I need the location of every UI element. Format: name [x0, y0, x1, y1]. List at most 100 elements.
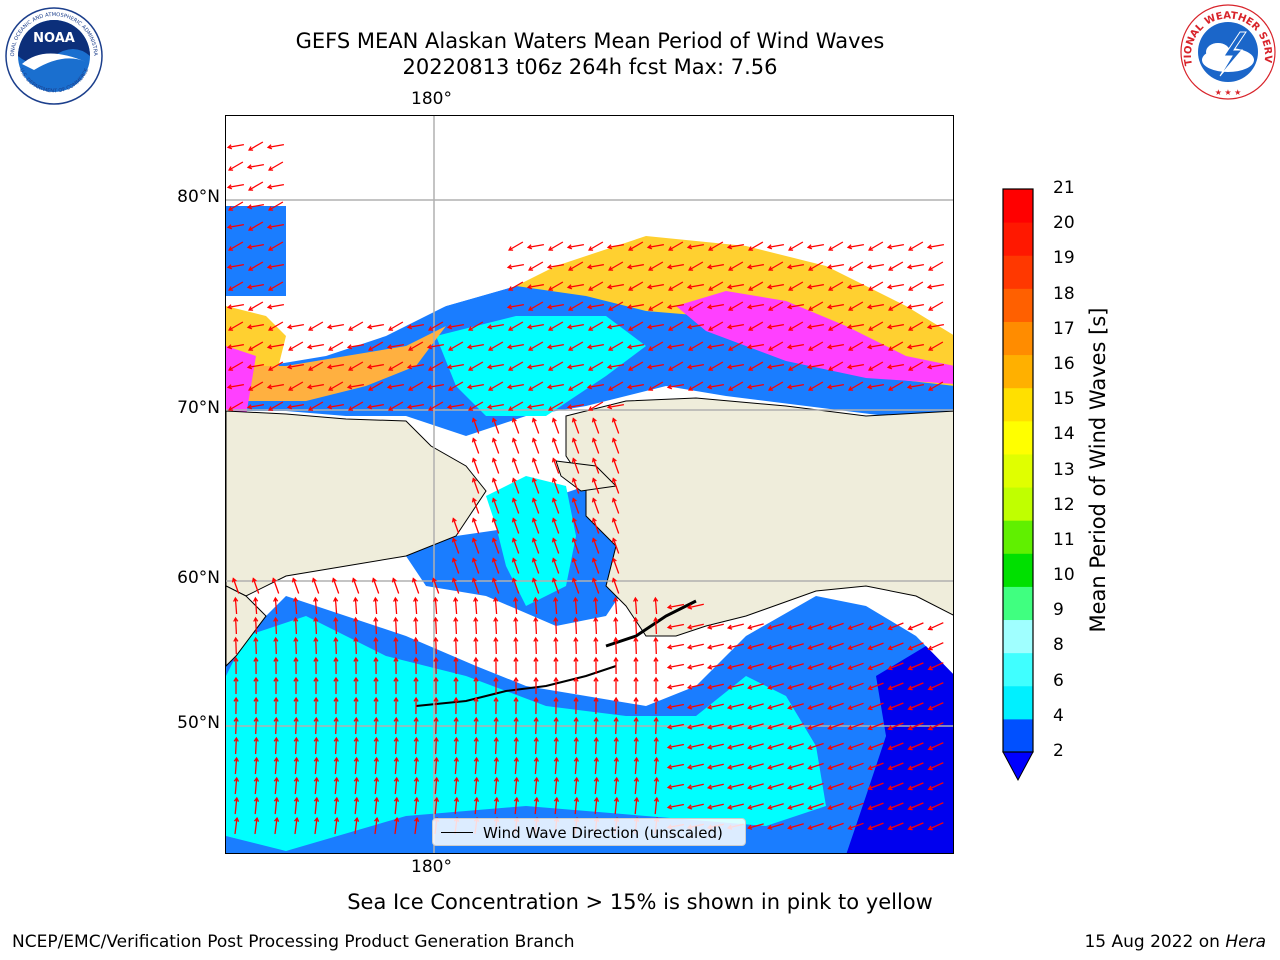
wind-arrow — [394, 818, 398, 834]
wind-arrow-head — [333, 756, 339, 762]
wind-arrow — [788, 623, 804, 629]
wind-arrow-head — [446, 364, 453, 370]
wind-arrow-head — [887, 825, 893, 831]
wind-arrow-head — [333, 636, 339, 642]
wind-arrow — [687, 363, 705, 369]
wind-arrow — [594, 617, 598, 635]
wind-arrow-head — [253, 716, 259, 722]
wind-arrow-head — [593, 796, 600, 802]
wind-arrow — [614, 757, 618, 775]
wind-arrow-head — [747, 764, 753, 770]
wind-arrow-head — [253, 756, 259, 762]
wind-arrow-head — [533, 736, 539, 742]
wind-arrow — [747, 343, 765, 349]
wind-arrow-head — [233, 796, 240, 802]
wind-arrow — [928, 341, 944, 351]
wind-arrow-head — [646, 364, 653, 370]
wind-arrow — [908, 662, 924, 670]
wind-arrow-head — [268, 406, 274, 411]
wind-arrow — [387, 383, 405, 389]
wind-arrow-head — [486, 404, 493, 410]
wind-arrow — [272, 578, 280, 594]
wind-arrow — [367, 323, 385, 329]
wind-arrow-head — [226, 224, 233, 230]
wind-arrow — [748, 643, 764, 649]
wind-arrow-head — [313, 616, 319, 622]
wind-arrow-head — [768, 306, 774, 311]
wind-arrow — [614, 737, 618, 755]
wind-arrow-head — [568, 386, 574, 391]
wind-arrow — [507, 303, 525, 309]
wind-arrow — [788, 823, 804, 829]
wind-arrow — [828, 622, 844, 630]
svg-text:★ ★ ★: ★ ★ ★ — [1215, 88, 1242, 97]
colorbar-segment — [1003, 189, 1033, 223]
wind-arrow — [592, 438, 600, 454]
wind-arrow-head — [571, 577, 577, 583]
wind-arrow — [788, 281, 804, 291]
wind-arrow-head — [408, 386, 414, 391]
wind-arrow-head — [413, 656, 419, 662]
wind-arrow-head — [446, 404, 453, 410]
wind-arrow-head — [386, 344, 393, 350]
wind-arrow-head — [666, 804, 673, 810]
wind-arrow — [808, 341, 824, 351]
wind-arrow-head — [493, 656, 499, 662]
wind-arrow — [454, 777, 458, 795]
wind-arrow-head — [308, 326, 314, 331]
chart-title: GEFS MEAN Alaskan Waters Mean Period of … — [295, 29, 885, 53]
wind-arrow-head — [767, 624, 773, 630]
wind-arrow-head — [248, 266, 254, 271]
wind-arrow — [314, 617, 318, 635]
wind-arrow-head — [588, 366, 594, 371]
wind-arrow-head — [633, 716, 639, 722]
wind-arrow — [928, 622, 944, 630]
wind-arrow — [808, 301, 824, 311]
wind-arrow-head — [653, 776, 660, 782]
wind-arrow-head — [268, 366, 274, 371]
wind-arrow — [928, 762, 944, 770]
wind-arrow — [292, 578, 300, 594]
wind-arrow — [454, 737, 458, 755]
wind-arrow — [768, 261, 784, 271]
wind-arrow — [647, 283, 665, 289]
wind-arrow-head — [491, 577, 497, 583]
wind-arrow — [572, 498, 580, 514]
wind-arrow — [868, 642, 884, 650]
map-svg — [226, 116, 953, 853]
wind-arrow-head — [533, 676, 539, 682]
wind-arrow-head — [927, 725, 933, 731]
wind-arrow-head — [588, 406, 594, 411]
wind-arrow — [492, 498, 500, 514]
wind-arrow-head — [253, 596, 259, 602]
wind-arrow-head — [493, 776, 500, 782]
wind-arrow-head — [473, 696, 479, 702]
wind-arrow-head — [767, 704, 773, 710]
wind-arrow — [567, 243, 585, 249]
wind-arrow-head — [867, 665, 873, 671]
wind-arrow-head — [908, 246, 914, 251]
wind-arrow — [908, 281, 924, 291]
wind-arrow-head — [826, 304, 833, 310]
wind-arrow — [614, 797, 618, 815]
wind-arrow-head — [928, 306, 934, 311]
wind-arrow — [247, 363, 265, 369]
wind-arrow — [587, 343, 605, 349]
wind-arrow — [574, 617, 578, 635]
wind-arrow-head — [348, 366, 354, 371]
wind-arrow — [394, 737, 398, 755]
wind-arrow-head — [887, 705, 893, 711]
wind-arrow-head — [413, 776, 420, 782]
wind-arrow — [708, 683, 724, 689]
wind-arrow-head — [366, 364, 373, 370]
wind-arrow-head — [473, 676, 479, 682]
wind-arrow-head — [293, 596, 299, 602]
wind-arrow — [888, 802, 904, 810]
wind-arrow — [667, 743, 685, 749]
wind-arrow — [628, 241, 644, 251]
wind-arrow-head — [591, 457, 597, 463]
wind-arrow-head — [787, 644, 793, 650]
wind-arrow-head — [348, 406, 354, 411]
wind-arrow — [908, 782, 924, 790]
wind-arrow-head — [887, 625, 893, 631]
